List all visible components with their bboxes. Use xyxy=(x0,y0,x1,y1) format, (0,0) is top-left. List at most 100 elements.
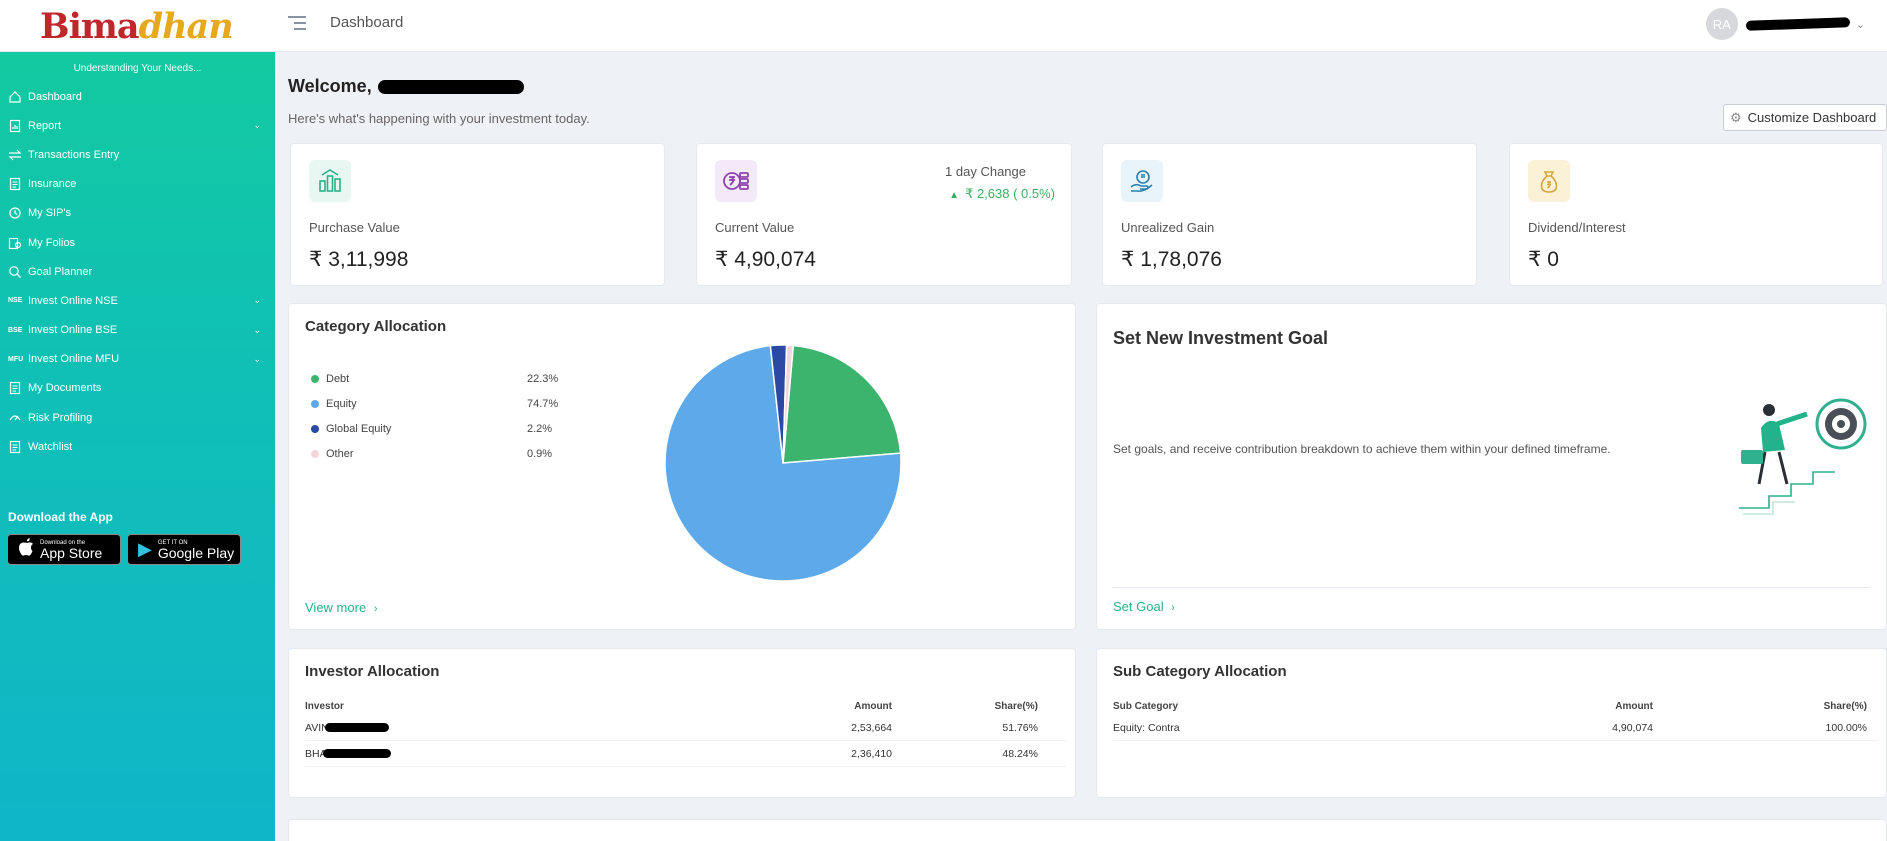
breadcrumb: Dashboard xyxy=(330,14,404,31)
sidebar-item-dashboard[interactable]: Dashboard xyxy=(0,82,275,111)
customize-dashboard-label: Customize Dashboard xyxy=(1747,110,1877,125)
category-allocation-card: Category Allocation Debt 22.3% Equity 74.7%… xyxy=(288,303,1076,630)
pie-slice-debt[interactable] xyxy=(782,344,902,464)
exchange-prefix-label: BSE xyxy=(8,326,23,334)
brand-logo[interactable]: Bima dhan xyxy=(40,5,234,47)
stat-card-purchase-value: Purchase Value ₹ 3,11,998 xyxy=(290,143,665,286)
document-icon xyxy=(8,381,22,395)
investor-share: 51.76% xyxy=(1002,721,1038,734)
folio-icon xyxy=(8,236,22,250)
gear-icon: ⚙ xyxy=(1730,109,1742,125)
app-store-big-text: App Store xyxy=(40,544,103,561)
google-play-big-text: Google Play xyxy=(157,544,235,561)
legend-percent: 22.3% xyxy=(527,372,559,385)
table-row[interactable]: AVIN 2,53,664 51.76% xyxy=(305,715,1067,741)
set-goal-label: Set Goal xyxy=(1113,599,1164,614)
sidebar-item-my-documents[interactable]: My Documents xyxy=(0,374,275,403)
pie-slice-other[interactable] xyxy=(782,344,795,464)
app-store-button[interactable]: Download on the App Store xyxy=(7,534,121,565)
stat-value: ₹ 3,11,998 xyxy=(309,248,409,271)
stat-label: Purchase Value xyxy=(309,220,400,235)
sidebar: Understanding Your Needs... Dashboard Rep… xyxy=(0,52,275,841)
sidebar-item-label: Risk Profiling xyxy=(28,411,93,424)
day-change-value: ▲ ₹ 2,638 ( 0.5%) xyxy=(949,186,1055,202)
investor-amount: 2,53,664 xyxy=(851,721,892,734)
legend-label: Global Equity xyxy=(326,422,392,435)
name-redaction xyxy=(322,749,391,758)
user-name-redacted xyxy=(1745,17,1850,31)
table-row[interactable]: Equity: Contra 4,90,074 100.00% xyxy=(1113,715,1878,741)
sidebar-item-insurance[interactable]: Insurance xyxy=(0,170,275,199)
view-more-label: View more xyxy=(305,600,367,615)
chevron-down-icon: ⌄ xyxy=(253,120,261,131)
user-menu[interactable]: RA ⌄ xyxy=(1705,8,1865,40)
google-play-small-text: GET IT ON xyxy=(157,539,188,546)
sidebar-item-label: My Documents xyxy=(28,382,102,395)
chevron-right-icon: › xyxy=(1171,602,1175,614)
sidebar-item-label: Insurance xyxy=(28,178,77,191)
stat-label: Current Value xyxy=(715,220,795,235)
sub-category-share: 100.00% xyxy=(1825,721,1867,734)
sidebar-item-transactions-entry[interactable]: Transactions Entry xyxy=(0,140,275,169)
sidebar-item-invest-online-bse[interactable]: BSE Invest Online BSE ⌄ xyxy=(0,316,275,345)
sub-category-amount: 4,90,074 xyxy=(1612,721,1653,734)
table-row[interactable]: BHA 2,36,410 48.24% xyxy=(305,741,1067,767)
sidebar-item-report[interactable]: Report ⌄ xyxy=(0,111,275,140)
view-more-link[interactable]: View more › xyxy=(305,600,377,615)
logo-text-part2: dhan xyxy=(138,5,234,47)
sidebar-item-label: Invest Online MFU xyxy=(28,353,120,366)
chevron-down-icon: ⌄ xyxy=(1855,18,1865,31)
hand-money-icon xyxy=(1121,160,1163,202)
stat-value: ₹ 4,90,074 xyxy=(715,248,816,271)
goal-illustration xyxy=(1739,398,1867,515)
sidebar-item-invest-online-nse[interactable]: NSE Invest Online NSE ⌄ xyxy=(0,286,275,315)
stat-label: Dividend/Interest xyxy=(1528,220,1626,235)
name-redaction xyxy=(324,723,389,732)
sidebar-item-invest-online-mfu[interactable]: MFU Invest Online MFU ⌄ xyxy=(0,345,275,374)
column-header-amount: Amount xyxy=(854,700,892,712)
investor-share: 48.24% xyxy=(1002,747,1038,760)
stat-card-current-value: 1 day Change ▲ ₹ 2,638 ( 0.5%) Current Va… xyxy=(696,143,1072,286)
sub-category-table: Sub Category Amount Share(%) Equity: Con… xyxy=(1113,697,1878,741)
pie-slice-equity[interactable] xyxy=(664,344,902,582)
set-goal-link[interactable]: Set Goal › xyxy=(1113,599,1175,614)
sidebar-item-label: My SIP's xyxy=(28,207,72,220)
legend-item[interactable]: Equity 74.7% xyxy=(311,391,558,416)
goal-title: Set New Investment Goal xyxy=(1113,328,1329,348)
chevron-down-icon: ⌄ xyxy=(253,324,261,335)
money-stack-icon xyxy=(309,160,351,202)
category-pie-chart xyxy=(664,344,902,582)
sidebar-item-my-folios[interactable]: My Folios xyxy=(0,228,275,257)
sidebar-item-label: Invest Online NSE xyxy=(28,294,118,307)
legend-item[interactable]: Global Equity 2.2% xyxy=(311,416,552,441)
column-header-share: Share(%) xyxy=(994,700,1038,712)
column-header-sub-category: Sub Category xyxy=(1113,700,1179,712)
stat-value: ₹ 0 xyxy=(1528,248,1559,271)
legend-dot xyxy=(311,424,319,433)
sidebar-nav: Dashboard Report ⌄ Transactions Entry Insura… xyxy=(0,82,275,461)
stat-value: ₹ 1,78,076 xyxy=(1121,248,1222,271)
legend-percent: 0.9% xyxy=(527,447,553,460)
sidebar-item-my-sip-s[interactable]: My SIP's xyxy=(0,199,275,228)
chevron-down-icon: ⌄ xyxy=(253,353,261,364)
legend-percent: 74.7% xyxy=(527,397,559,410)
google-play-button[interactable]: ▶ GET IT ON Google Play xyxy=(127,534,241,565)
legend-label: Equity xyxy=(326,397,357,410)
sidebar-item-goal-planner[interactable]: Goal Planner xyxy=(0,257,275,286)
day-change-amount: ₹ 2,638 ( 0.5%) xyxy=(965,186,1055,201)
investor-table: Investor Amount Share(%) AVIN 2,53,664 5… xyxy=(305,697,1067,767)
stat-card-unrealized-gain: Unrealized Gain ₹ 1,78,076 xyxy=(1102,143,1477,286)
sidebar-item-watchlist[interactable]: Watchlist xyxy=(0,432,275,461)
sidebar-item-label: Dashboard xyxy=(28,90,82,103)
sub-category-name: Equity: Contra xyxy=(1113,721,1180,734)
transfer-icon xyxy=(8,148,22,162)
welcome-text: Welcome, xyxy=(288,76,372,96)
legend-item[interactable]: Debt 22.3% xyxy=(311,366,558,391)
menu-toggle-icon[interactable] xyxy=(288,16,306,34)
avatar: RA xyxy=(1705,8,1738,40)
legend-item[interactable]: Other 0.9% xyxy=(311,441,552,466)
sidebar-item-risk-profiling[interactable]: Risk Profiling xyxy=(0,403,275,432)
welcome-heading: Welcome, xyxy=(288,76,524,97)
legend-dot xyxy=(311,374,319,383)
customize-dashboard-button[interactable]: ⚙ Customize Dashboard xyxy=(1723,104,1887,131)
